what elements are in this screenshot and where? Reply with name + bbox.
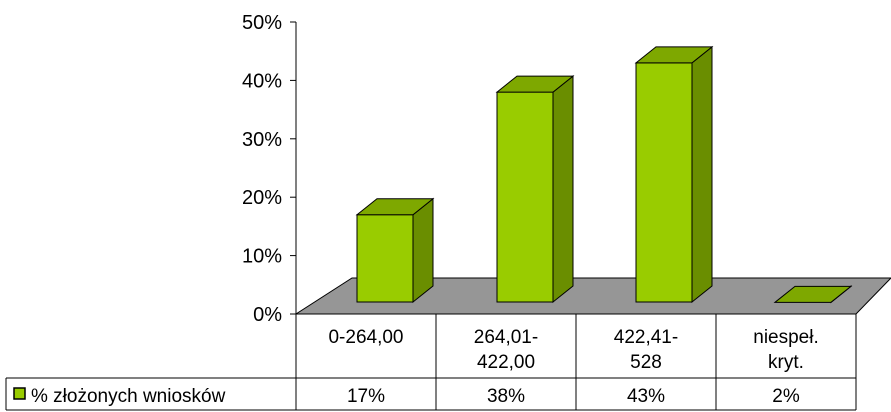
data-table: 0-264,00 264,01- 422,00 422,41- 528 niespeł. k… xyxy=(5,314,857,411)
y-tick-label: 0% xyxy=(253,304,282,326)
chart-floor xyxy=(294,277,891,315)
category-label: niespeł. xyxy=(753,327,819,348)
bar-side xyxy=(552,75,574,304)
bar-side xyxy=(412,197,434,304)
bar-front xyxy=(496,91,554,303)
bars xyxy=(355,45,853,304)
bar xyxy=(773,284,853,304)
bar-top xyxy=(355,198,435,216)
bar-side xyxy=(691,45,713,304)
data-label: 2% xyxy=(772,386,800,407)
category-label: kryt. xyxy=(768,352,804,373)
category-label: 264,01- xyxy=(474,327,538,348)
category-label: 528 xyxy=(630,352,662,373)
y-tick-label: 30% xyxy=(242,129,282,151)
floor-plane xyxy=(294,277,891,315)
legend-label: % złożonych wniosków xyxy=(31,386,226,407)
y-axis: 0% 10% 20% 30% 40% 50% xyxy=(242,12,297,326)
bar xyxy=(495,75,575,304)
data-label: 43% xyxy=(627,386,665,407)
category-label: 422,00 xyxy=(477,352,535,373)
y-tick-label: 50% xyxy=(242,12,282,34)
bar xyxy=(634,45,714,304)
bar xyxy=(355,197,435,304)
category-label: 422,41- xyxy=(614,327,678,348)
bar-front xyxy=(635,62,693,303)
bar-front xyxy=(356,214,414,303)
category-label: 0-264,00 xyxy=(328,327,403,348)
data-label: 38% xyxy=(487,386,525,407)
legend-swatch xyxy=(13,387,26,400)
bar-top xyxy=(773,285,853,303)
y-tick-label: 40% xyxy=(242,70,282,92)
bar-top xyxy=(495,75,575,93)
bar-top xyxy=(634,46,714,64)
data-label: 17% xyxy=(347,386,385,407)
y-tick-label: 20% xyxy=(242,187,282,209)
y-tick-label: 10% xyxy=(242,246,282,268)
